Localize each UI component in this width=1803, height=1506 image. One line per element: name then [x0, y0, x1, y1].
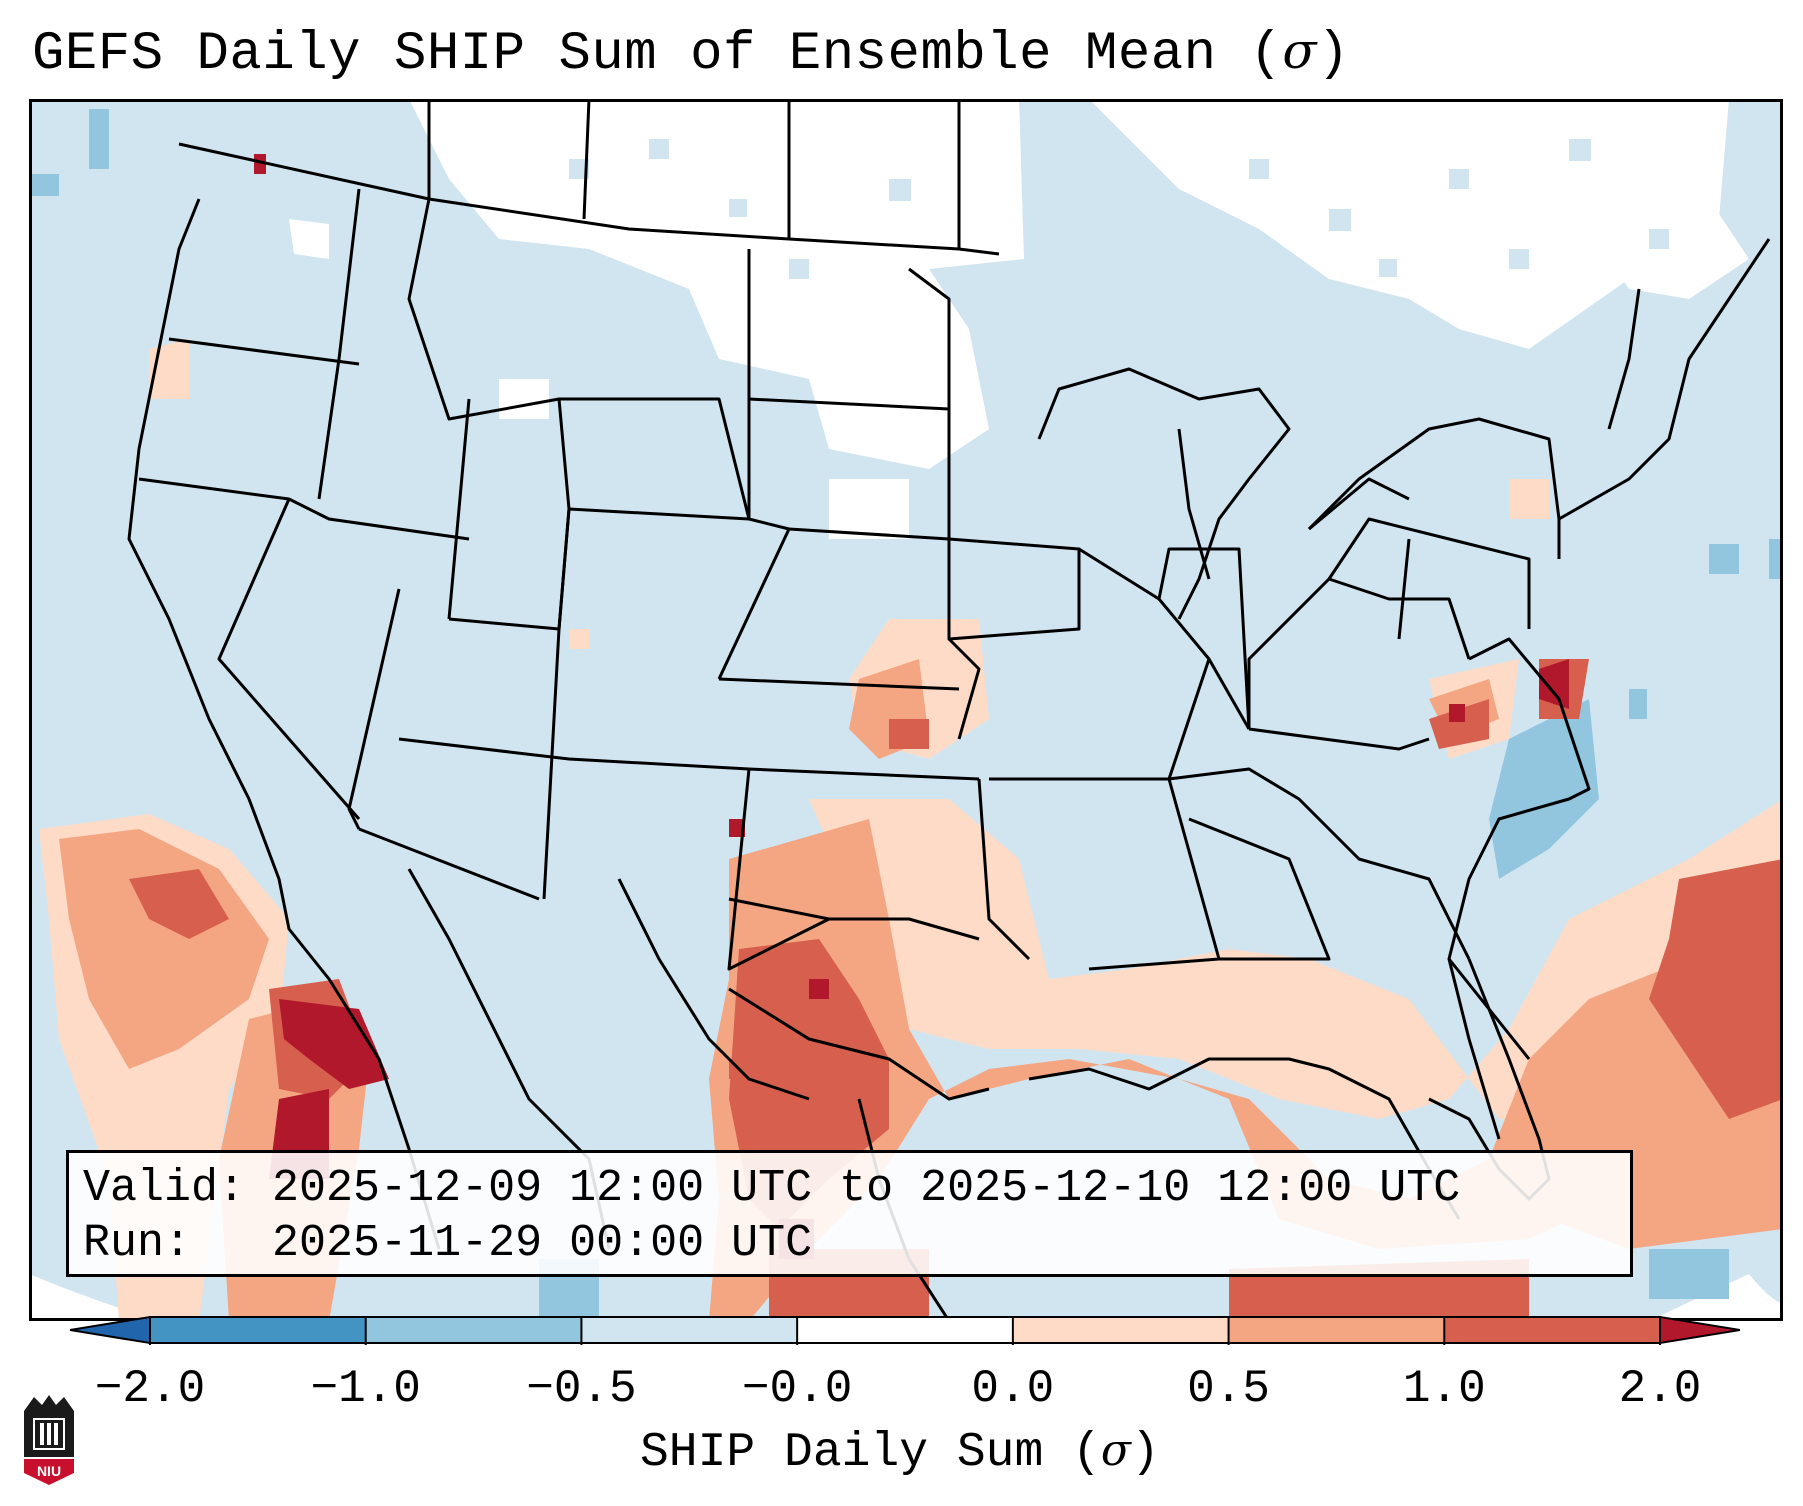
colorbar-tick-label: −0.5 [526, 1363, 637, 1415]
niu-logo: NIU [24, 1395, 74, 1485]
colorbar-bin [1444, 1317, 1661, 1343]
valid-row: Valid: 2025-12-09 12:00 UTC to 2025-12-1… [83, 1161, 1630, 1216]
colorbar-tick-label: −2.0 [94, 1363, 206, 1415]
colorbar-extend-low [70, 1315, 151, 1345]
colorbar-tick-label: 0.0 [971, 1363, 1055, 1415]
valid-label: Valid: [83, 1163, 246, 1214]
colorbar-tick-label: 1.0 [1402, 1363, 1486, 1415]
colorbar-tick-label: −1.0 [310, 1363, 421, 1415]
colorbar-bin [797, 1317, 1014, 1343]
map-outside-domain-bottom-left [29, 1274, 159, 1321]
colorbar-label-sigma: σ [1100, 1425, 1131, 1476]
white-region-speckles [569, 139, 1669, 279]
colorbar-tick-label: −0.0 [741, 1363, 853, 1415]
title-sigma: σ [1282, 22, 1318, 80]
valid-value: 2025-12-09 12:00 UTC to 2025-12-10 12:00… [272, 1163, 1461, 1214]
run-label: Run: [83, 1218, 192, 1269]
negative-anomaly-cells [29, 109, 1783, 1321]
colorbar-label: SHIP Daily Sum (σ) [640, 1425, 1160, 1480]
colorbar-bin [150, 1317, 367, 1343]
colorbar-bin [581, 1317, 798, 1343]
colorbar [70, 1315, 1740, 1345]
colorbar-bin [365, 1317, 582, 1343]
colorbar-tick-label: 0.5 [1187, 1363, 1270, 1415]
colorbar-extend-high [1659, 1315, 1740, 1345]
run-value: 2025-11-29 00:00 UTC [272, 1218, 813, 1269]
colorbar-bin [1012, 1317, 1230, 1343]
colorbar-bin [1228, 1317, 1445, 1343]
valid-time-box: Valid: 2025-12-09 12:00 UTC to 2025-12-1… [66, 1150, 1633, 1277]
state-borders [127, 99, 1771, 1321]
run-row: Run: 2025-11-29 00:00 UTC [83, 1216, 1630, 1271]
map-plot [29, 99, 1783, 1321]
niu-logo-text: NIU [37, 1463, 61, 1479]
map-title: GEFS Daily SHIP Sum of Ensemble Mean (σ) [32, 22, 1350, 85]
colorbar-tick-label: 2.0 [1618, 1363, 1702, 1415]
